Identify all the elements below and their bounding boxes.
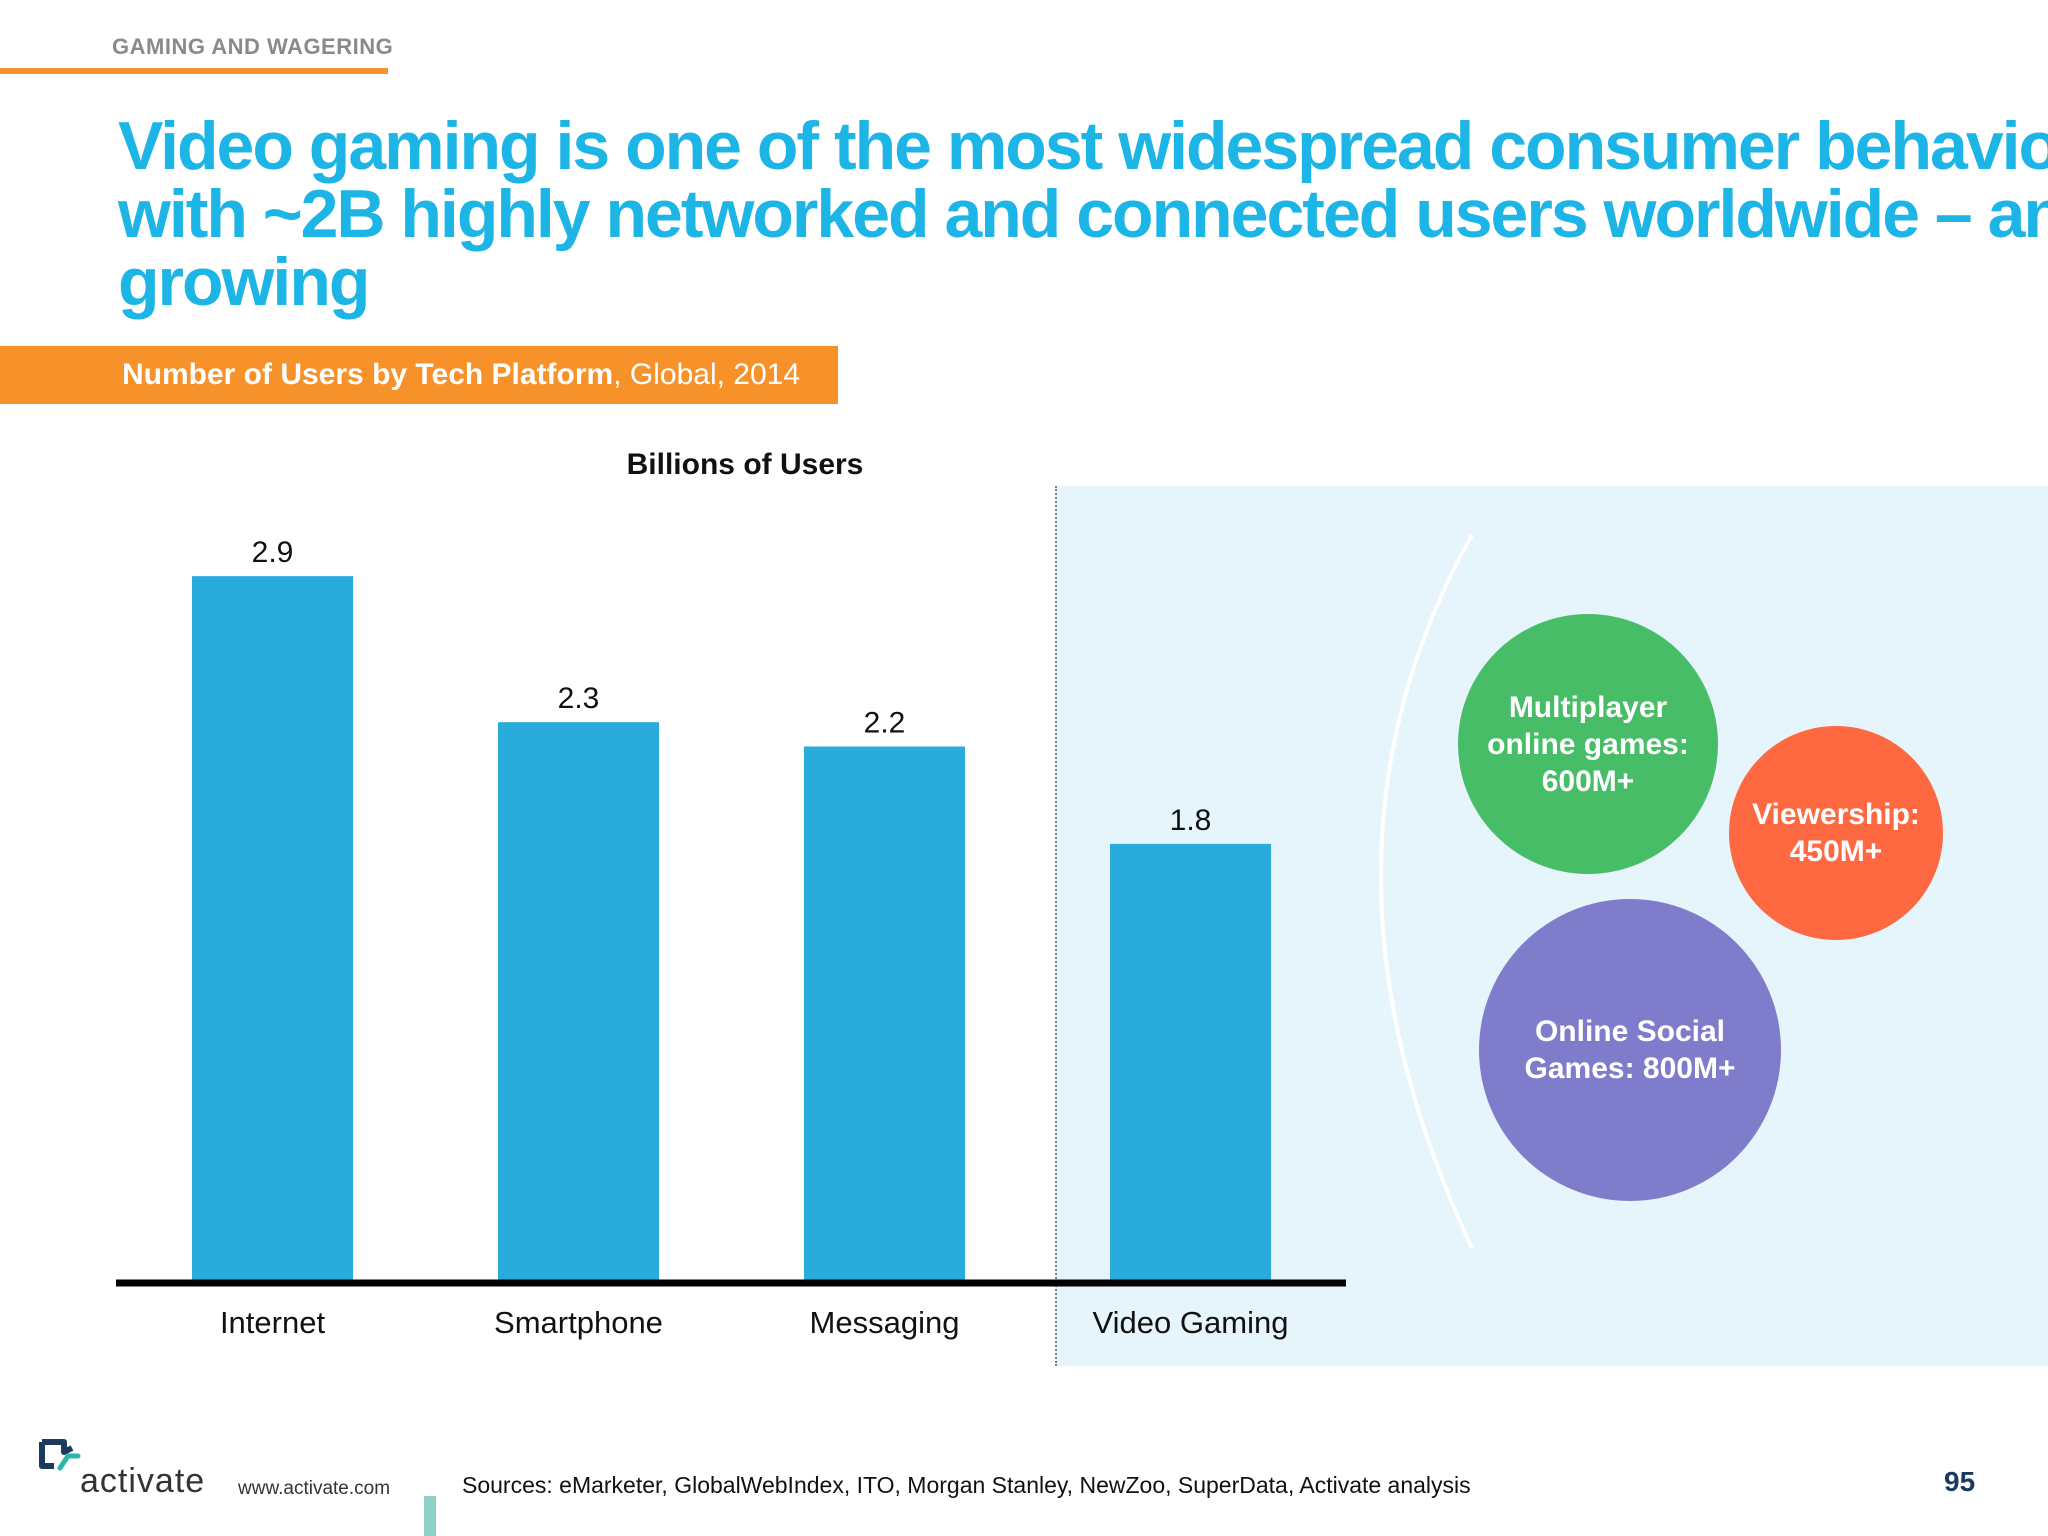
social-games-bubble: Online Social Games: 800M+ — [1479, 899, 1781, 1201]
bar-messaging — [804, 746, 965, 1282]
value-label-smartphone: 2.3 — [558, 682, 600, 715]
value-label-group: 2.9 2.3 2.2 1.8 — [252, 536, 1212, 837]
bar-video-gaming — [1110, 843, 1271, 1282]
multiplayer-games-bubble: Multiplayer online games: 600M+ — [1458, 614, 1718, 874]
section-label: GAMING AND WAGERING — [112, 34, 394, 59]
chart-title-banner: Number of Users by Tech Platform, Global… — [0, 346, 838, 404]
category-label-smartphone: Smartphone — [494, 1305, 663, 1340]
multiplayer-line-2: online games: — [1487, 727, 1689, 761]
category-label-messaging: Messaging — [810, 1305, 960, 1340]
chart-title-rest: , Global, 2014 — [613, 358, 801, 391]
title-line-1: Video gaming is one of the most widespre… — [118, 108, 2048, 184]
multiplayer-line-3: 600M+ — [1541, 764, 1635, 798]
logo-wordmark: activate — [80, 1462, 206, 1500]
viewership-line-2: 450M+ — [1789, 835, 1883, 868]
multiplayer-line-1: Multiplayer — [1508, 690, 1668, 724]
footer-accent-bar — [424, 1496, 436, 1536]
bar-smartphone — [498, 722, 659, 1282]
website-link[interactable]: www.activate.com — [238, 1478, 391, 1499]
title-line-2: with ~2B highly networked and connected … — [118, 176, 2048, 252]
value-label-internet: 2.9 — [252, 536, 294, 569]
bar-internet — [192, 576, 353, 1282]
social-line-1: Online Social — [1534, 1015, 1726, 1048]
bar-group — [192, 576, 1271, 1282]
category-label-internet: Internet — [220, 1305, 326, 1340]
viewership-bubble: Viewership: 450M+ — [1729, 726, 1943, 940]
social-line-2: Games: 800M+ — [1524, 1052, 1736, 1085]
value-label-messaging: 2.2 — [864, 707, 906, 740]
title-line-3: growing — [118, 244, 370, 320]
y-axis-unit-label: Billions of Users — [626, 448, 864, 481]
value-label-video-gaming: 1.8 — [1170, 804, 1212, 837]
section-underline — [0, 68, 388, 74]
category-label-group: Internet Smartphone Messaging Video Gaming — [220, 1305, 1289, 1340]
sources-note: Sources: eMarketer, GlobalWebIndex, ITO,… — [462, 1472, 1471, 1498]
panel-divider — [1055, 486, 1057, 1366]
bar-chart: 2.9 2.3 2.2 1.8 Internet Smartphone Messaging… — [116, 534, 1474, 1340]
category-label-video-gaming: Video Gaming — [1093, 1305, 1289, 1340]
page-title: Video gaming is one of the most widespre… — [118, 108, 2048, 320]
viewership-line-1: Viewership: — [1752, 798, 1920, 831]
page-number: 95 — [1944, 1466, 1976, 1497]
segment-arc — [1379, 534, 1474, 1249]
chart-title-bold: Number of Users by Tech Platform — [122, 358, 614, 391]
activate-logo-icon — [39, 1439, 81, 1471]
chart-title: Number of Users by Tech Platform, Global… — [122, 358, 800, 392]
